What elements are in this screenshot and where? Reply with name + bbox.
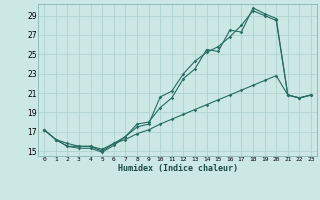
- X-axis label: Humidex (Indice chaleur): Humidex (Indice chaleur): [118, 164, 238, 173]
